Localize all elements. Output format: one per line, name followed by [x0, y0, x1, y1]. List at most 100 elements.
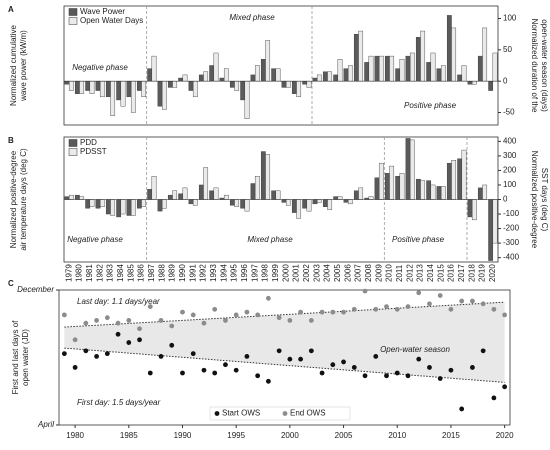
- bar: [250, 74, 256, 82]
- point: [459, 298, 465, 304]
- x-tick-label: 2000: [281, 431, 299, 440]
- bar: [99, 80, 105, 98]
- x-tick-label: 2012: [405, 264, 414, 282]
- bar: [105, 199, 111, 215]
- x-tick-label: 1984: [116, 264, 125, 282]
- point: [330, 362, 336, 368]
- bar: [440, 65, 446, 82]
- point: [459, 406, 465, 412]
- bar: [213, 187, 219, 200]
- bar: [126, 80, 132, 98]
- legend-label: PDSST: [80, 147, 107, 156]
- bar: [461, 149, 467, 200]
- bar: [285, 199, 291, 206]
- point: [265, 295, 271, 301]
- y2-tick-label: 100: [503, 180, 517, 189]
- point: [276, 348, 282, 354]
- bar: [430, 52, 436, 82]
- x-tick-label: 2010: [385, 264, 394, 282]
- bar: [384, 173, 390, 200]
- bar: [477, 55, 483, 82]
- phase-label: Negative phase: [67, 235, 123, 244]
- x-tick-label: 1985: [126, 264, 135, 282]
- point: [244, 353, 250, 359]
- bar: [488, 199, 494, 261]
- bar: [141, 80, 147, 98]
- point: [265, 378, 271, 384]
- bar: [358, 30, 364, 82]
- bar: [364, 62, 370, 82]
- point: [104, 351, 110, 357]
- legend-box: [209, 406, 351, 421]
- bar: [405, 55, 411, 82]
- bar: [219, 77, 225, 82]
- bar: [467, 80, 473, 85]
- y-tick-label: April: [37, 420, 54, 429]
- x-tick-label: 1979: [64, 264, 73, 282]
- point: [104, 315, 110, 321]
- legend-marker: [214, 411, 220, 416]
- axis-label: Normalized positive-degree: [9, 150, 18, 248]
- bar: [203, 167, 209, 200]
- point: [180, 309, 185, 315]
- bar: [333, 196, 339, 200]
- bar: [378, 55, 384, 82]
- point: [470, 365, 475, 370]
- point: [319, 370, 325, 376]
- bar: [436, 68, 442, 82]
- point: [147, 370, 153, 376]
- bar: [79, 80, 85, 94]
- bar: [426, 180, 432, 200]
- x-tick-label: 2019: [478, 264, 487, 282]
- bar: [446, 162, 452, 200]
- point: [502, 312, 508, 318]
- legend-label: PDD: [80, 138, 97, 147]
- point: [147, 304, 153, 309]
- bar: [457, 74, 463, 82]
- point: [94, 353, 99, 359]
- x-tick-label: 1990: [178, 264, 187, 282]
- bar: [265, 154, 271, 200]
- x-tick-label: 2009: [374, 264, 383, 282]
- bar: [167, 194, 173, 200]
- point: [448, 306, 454, 312]
- x-tick-label: 1981: [85, 264, 94, 282]
- point: [448, 367, 454, 373]
- bar: [151, 176, 157, 200]
- bar: [198, 184, 204, 200]
- point: [491, 395, 497, 401]
- bar: [316, 199, 322, 203]
- x-tick-label: 1980: [66, 431, 84, 440]
- legend-swatch: [68, 139, 78, 147]
- point: [351, 365, 357, 370]
- bar: [85, 199, 91, 209]
- bar: [116, 80, 122, 101]
- bar: [147, 68, 153, 82]
- bar: [271, 68, 277, 82]
- bar: [161, 199, 167, 209]
- phase-label: Positive phase: [392, 235, 445, 244]
- bar: [327, 71, 333, 82]
- point: [308, 348, 314, 354]
- x-tick-label: 2011: [395, 264, 404, 282]
- bar: [116, 199, 122, 218]
- bar: [409, 52, 415, 82]
- bar: [306, 80, 312, 88]
- point: [298, 356, 304, 362]
- panel-label: C: [8, 279, 14, 288]
- point: [502, 384, 508, 390]
- point: [298, 309, 304, 315]
- point: [212, 370, 218, 376]
- x-tick-label: 2003: [312, 264, 321, 282]
- bar: [306, 199, 312, 212]
- bar: [178, 77, 184, 82]
- axis-label: SST days (deg C): [540, 168, 549, 232]
- bar: [178, 193, 184, 200]
- point: [61, 312, 67, 318]
- bar: [240, 80, 246, 101]
- bar: [271, 190, 277, 200]
- bar: [151, 55, 157, 82]
- bar: [157, 199, 163, 212]
- bar: [482, 27, 488, 82]
- axis-label: wave power (kW/m): [19, 30, 28, 102]
